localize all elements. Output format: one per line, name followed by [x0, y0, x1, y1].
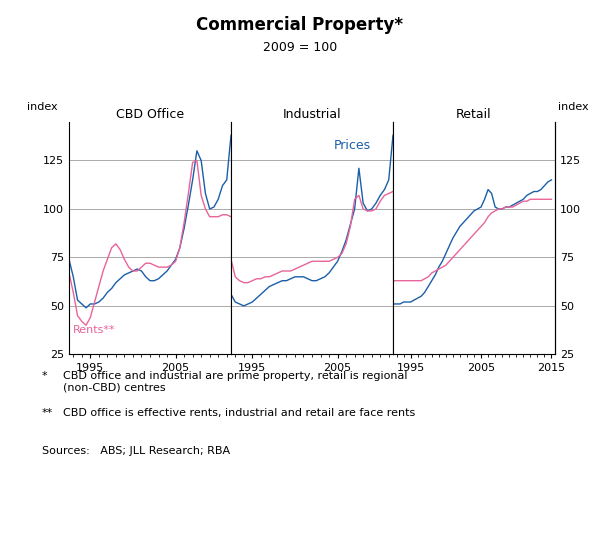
Text: Commercial Property*: Commercial Property* [197, 16, 404, 34]
Text: Rents**: Rents** [73, 325, 116, 335]
Text: CBD office and industrial are prime property, retail is regional
(non-CBD) centr: CBD office and industrial are prime prop… [63, 371, 407, 392]
Text: index: index [557, 102, 589, 112]
Title: CBD Office: CBD Office [116, 108, 184, 121]
Text: CBD office is effective rents, industrial and retail are face rents: CBD office is effective rents, industria… [63, 408, 415, 418]
Text: *: * [42, 371, 47, 380]
Text: index: index [26, 102, 58, 112]
Text: **: ** [42, 408, 53, 418]
Text: Prices: Prices [334, 139, 370, 152]
Text: Sources:   ABS; JLL Research; RBA: Sources: ABS; JLL Research; RBA [42, 446, 230, 456]
Title: Industrial: Industrial [283, 108, 341, 121]
Title: Retail: Retail [456, 108, 492, 121]
Text: 2009 = 100: 2009 = 100 [263, 41, 337, 54]
